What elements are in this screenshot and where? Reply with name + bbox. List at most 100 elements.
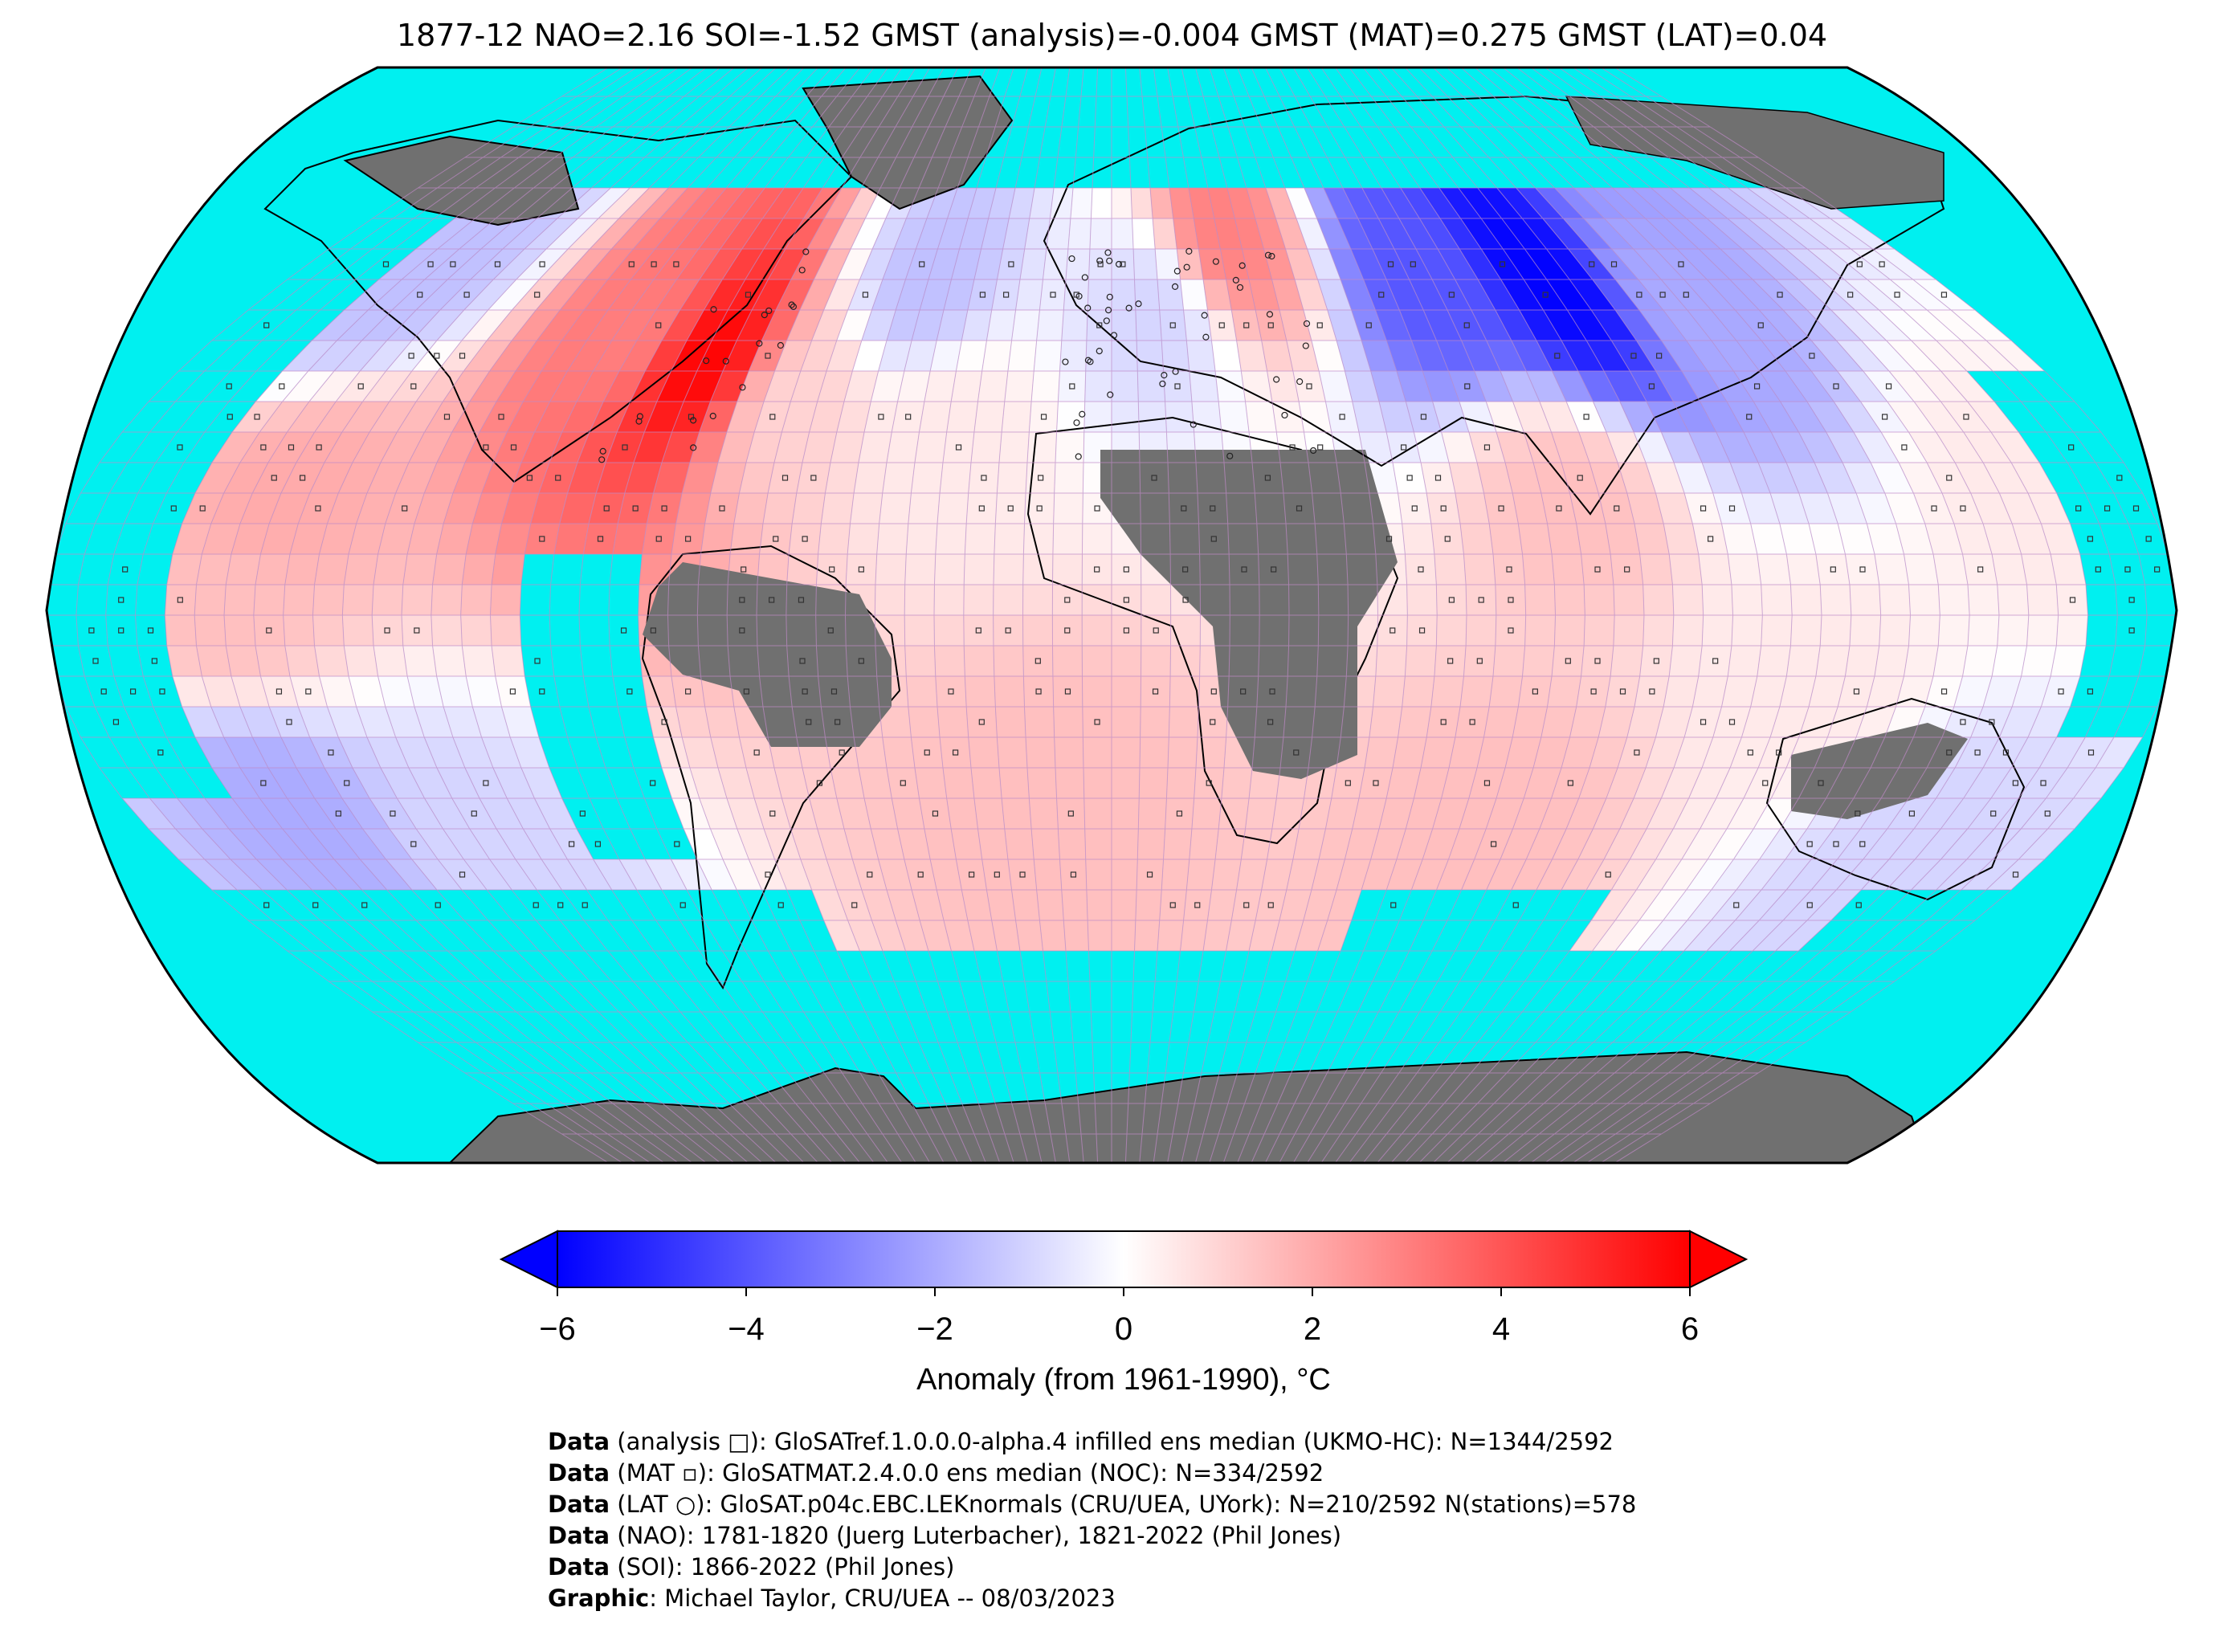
observation-marker: [1240, 688, 1247, 695]
anomaly-cell: [336, 829, 386, 859]
observation-marker: [435, 902, 441, 908]
anomaly-cell: [515, 859, 562, 890]
anomaly-cell: [1759, 829, 1807, 859]
anomaly-cell: [1481, 218, 1525, 249]
observation-marker: [266, 627, 272, 634]
station-marker: [1062, 358, 1069, 365]
anomaly-cell: [1495, 615, 1526, 646]
observation-marker: [1833, 383, 1839, 390]
station-marker: [739, 384, 746, 391]
station-marker: [1159, 380, 1166, 388]
anomaly-cell: [1647, 798, 1689, 829]
anomaly-cell: [466, 676, 502, 707]
station-marker: [703, 357, 710, 365]
observation-marker: [1490, 841, 1497, 847]
anomaly-cell: [501, 707, 539, 737]
anomaly-cell: [1226, 920, 1256, 951]
anomaly-cell: [1086, 890, 1112, 920]
anomaly-cell: [1183, 310, 1212, 341]
anomaly-cell: [937, 310, 968, 341]
anomaly-cell: [1426, 493, 1461, 524]
anomaly-cell: [1619, 798, 1662, 829]
anomaly-cell: [1672, 585, 1704, 615]
observation-marker: [361, 902, 368, 908]
anomaly-cell: [260, 524, 299, 554]
station-marker: [1264, 251, 1272, 259]
anomaly-cell: [1483, 493, 1519, 524]
observation-marker: [1476, 658, 1483, 664]
anomaly-cell: [1015, 279, 1043, 310]
observation-marker: [1267, 719, 1274, 725]
anomaly-cell: [502, 218, 557, 249]
anomaly-cell: [684, 371, 724, 402]
anomaly-cell: [1242, 249, 1272, 279]
anomaly-cell: [1992, 646, 2027, 676]
anomaly-cell: [1856, 707, 1896, 737]
anomaly-cell: [253, 585, 285, 615]
anomaly-cell: [645, 341, 688, 371]
anomaly-cell: [534, 402, 577, 432]
anomaly-cell: [559, 493, 597, 524]
anomaly-cell: [1393, 737, 1427, 768]
anomaly-cell: [1780, 402, 1826, 432]
anomaly-cell: [1874, 646, 1909, 676]
anomaly-cell: [385, 707, 425, 737]
observation-marker: [226, 414, 233, 420]
anomaly-cell: [1681, 829, 1727, 859]
anomaly-cell: [1328, 249, 1364, 279]
anomaly-cell: [653, 737, 690, 768]
observation-marker: [777, 902, 784, 908]
observation-marker: [1634, 749, 1640, 756]
anomaly-cell: [1630, 371, 1674, 402]
anomaly-cell: [492, 554, 525, 585]
anomaly-cell: [439, 279, 494, 310]
longitude-gridline: [460, 67, 806, 1163]
anomaly-cell: [785, 218, 825, 249]
colorbar-tick-label: 2: [1304, 1311, 1321, 1347]
anomaly-cell: [1861, 341, 1916, 371]
anomaly-cell: [1642, 585, 1674, 615]
longitude-gridline: [963, 67, 1043, 1163]
anomaly-cell: [1581, 554, 1614, 585]
anomaly-cell: [1867, 676, 1904, 707]
anomaly-cell: [920, 920, 952, 951]
anomaly-cell: [1325, 798, 1359, 829]
anomaly-cell: [814, 249, 851, 279]
anomaly-cell: [1761, 341, 1812, 371]
station-marker: [765, 307, 773, 315]
anomaly-cell: [361, 310, 417, 341]
anomaly-cell: [424, 249, 481, 279]
observation-marker: [384, 627, 390, 634]
anomaly-cell: [1775, 920, 1831, 951]
anomaly-cell: [252, 463, 296, 493]
anomaly-cell: [671, 859, 712, 890]
anomaly-cell: [576, 371, 619, 402]
anomaly-cell: [461, 310, 512, 341]
anomaly-cell: [843, 371, 879, 402]
longitude-gridline: [1528, 67, 2000, 1163]
anomaly-cell: [1983, 524, 2022, 554]
anomaly-cell: [255, 829, 308, 859]
anomaly-cell: [676, 218, 722, 249]
anomaly-cell: [1448, 829, 1487, 859]
anomaly-cell: [469, 829, 516, 859]
anomaly-cell: [2073, 768, 2124, 798]
anomaly-cell: [1495, 310, 1536, 341]
anomaly-cell: [1591, 310, 1637, 341]
observation-marker: [1008, 261, 1014, 267]
anomaly-cell: [1130, 188, 1153, 218]
anomaly-cell: [1741, 707, 1780, 737]
anomaly-cell: [165, 585, 197, 615]
anomaly-cell: [196, 646, 231, 676]
longitude-gridline: [401, 67, 778, 1163]
anomaly-cell: [438, 859, 488, 890]
anomaly-cell: [1447, 310, 1487, 341]
anomaly-cell: [924, 371, 957, 402]
anomaly-cell: [696, 859, 737, 890]
observation-marker: [1483, 780, 1491, 786]
observation-marker: [878, 414, 884, 420]
longitude-gridline: [726, 67, 932, 1163]
anomaly-cell: [1316, 218, 1351, 249]
anomaly-cell: [852, 341, 887, 371]
anomaly-cell: [436, 310, 488, 341]
